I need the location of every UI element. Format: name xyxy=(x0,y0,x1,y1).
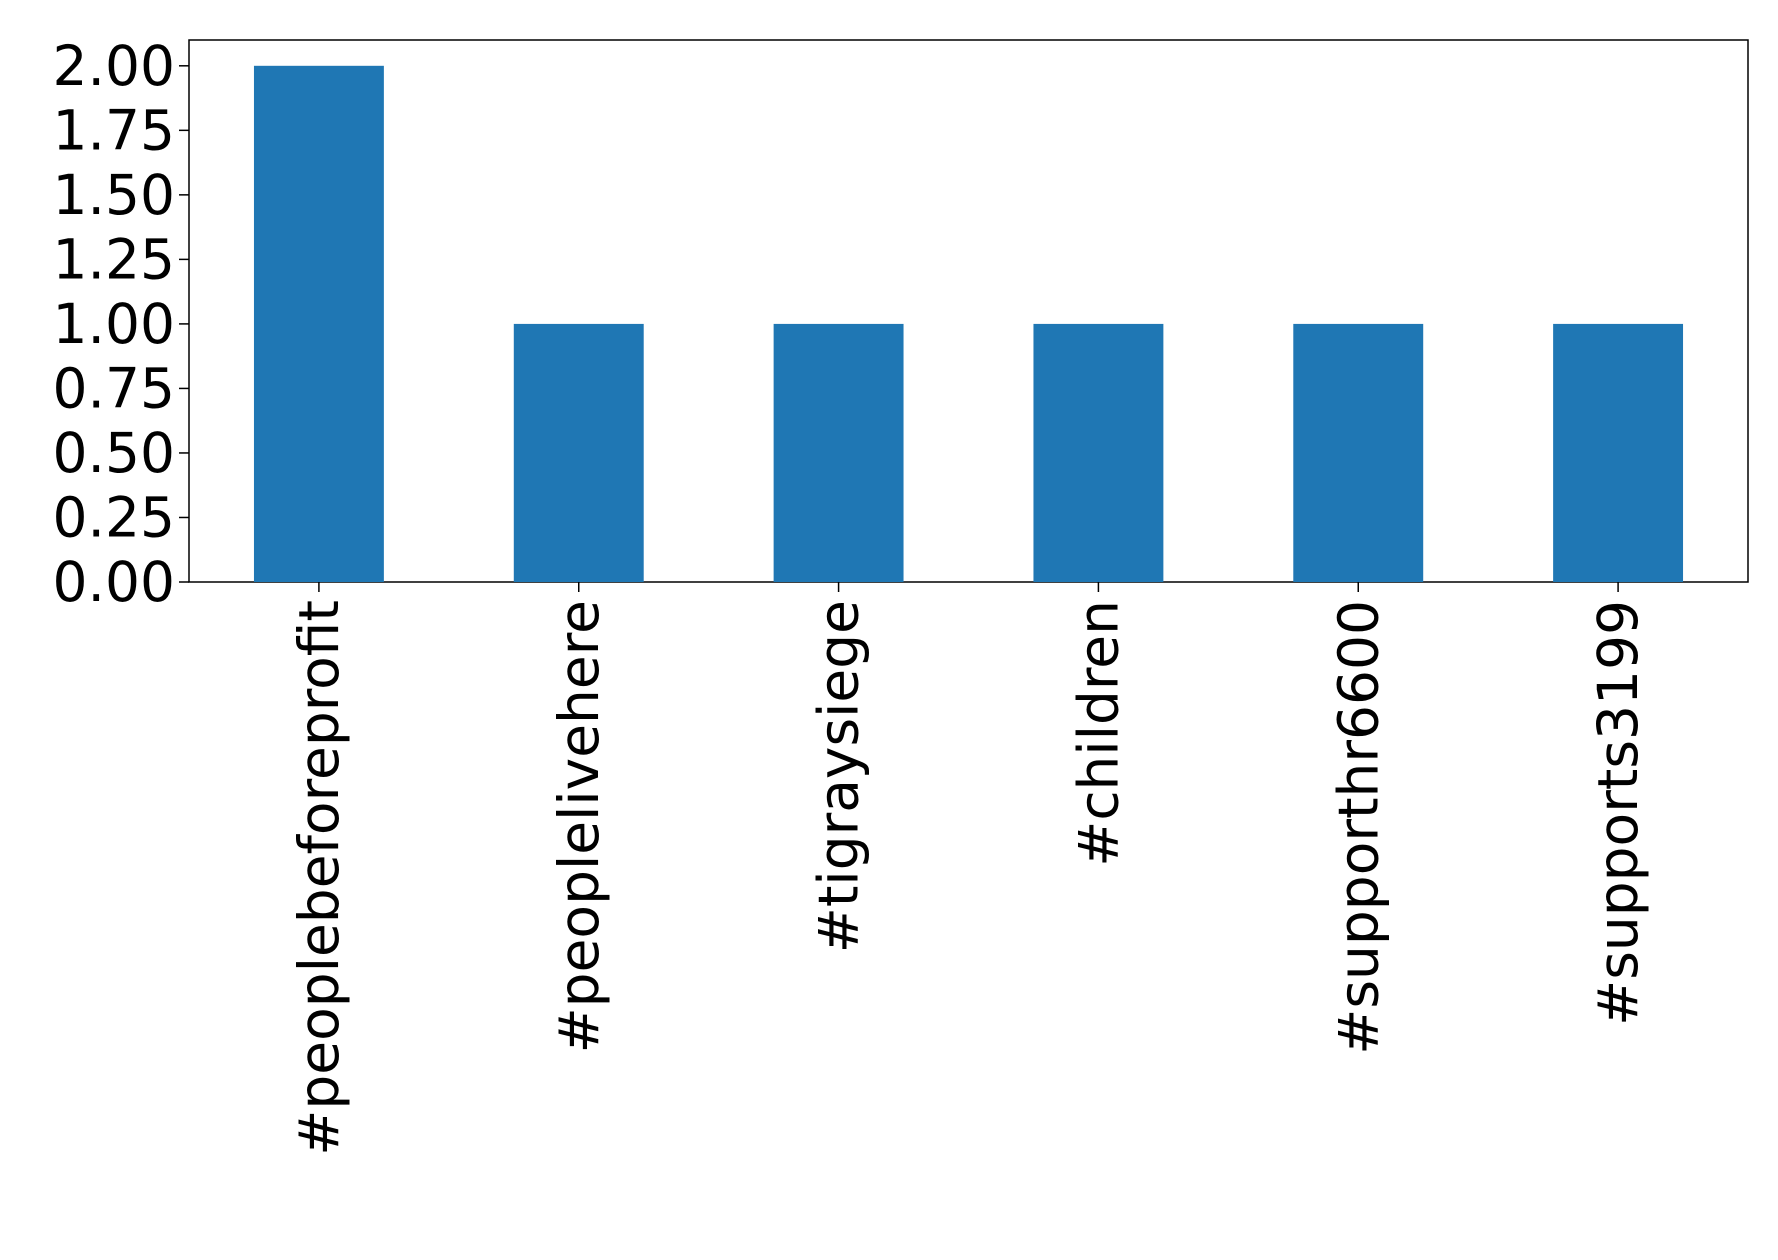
bar xyxy=(773,323,904,582)
x-tick-label: #peoplelivehere xyxy=(547,600,611,1053)
y-tick-label: 1.75 xyxy=(53,98,175,162)
bar xyxy=(1293,323,1424,582)
y-tick-label: 2.00 xyxy=(53,34,175,98)
y-tick-label: 0.00 xyxy=(53,550,175,614)
x-tick-label: #children xyxy=(1066,600,1130,867)
bar xyxy=(513,323,644,582)
y-tick-label: 0.25 xyxy=(53,485,175,549)
x-tick-label: #tigraysiege xyxy=(807,600,871,953)
plot-frame xyxy=(188,39,1749,583)
y-tick-label: 0.50 xyxy=(53,421,175,485)
bar xyxy=(1033,323,1164,582)
x-tick-label: #supports3199 xyxy=(1586,600,1650,1026)
bar xyxy=(253,65,384,583)
x-tick-label: #supporthr6600 xyxy=(1326,600,1390,1055)
x-tick-label: #peoplebeforeprofit xyxy=(287,600,351,1156)
bar xyxy=(1553,323,1684,582)
y-tick-label: 1.25 xyxy=(53,227,175,291)
y-tick-label: 0.75 xyxy=(53,356,175,420)
y-tick-label: 1.50 xyxy=(53,163,175,227)
y-tick-label: 1.00 xyxy=(53,292,175,356)
